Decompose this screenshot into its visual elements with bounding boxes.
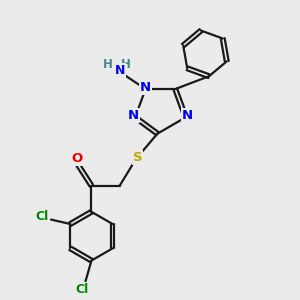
Text: O: O bbox=[71, 152, 82, 165]
Text: Cl: Cl bbox=[35, 210, 49, 223]
Text: N: N bbox=[128, 109, 139, 122]
Text: S: S bbox=[133, 151, 142, 164]
Text: N: N bbox=[115, 64, 125, 76]
Text: H: H bbox=[121, 58, 131, 71]
Text: H: H bbox=[103, 58, 113, 71]
Text: N: N bbox=[182, 109, 193, 122]
Text: N: N bbox=[140, 81, 151, 94]
Text: Cl: Cl bbox=[75, 283, 88, 296]
